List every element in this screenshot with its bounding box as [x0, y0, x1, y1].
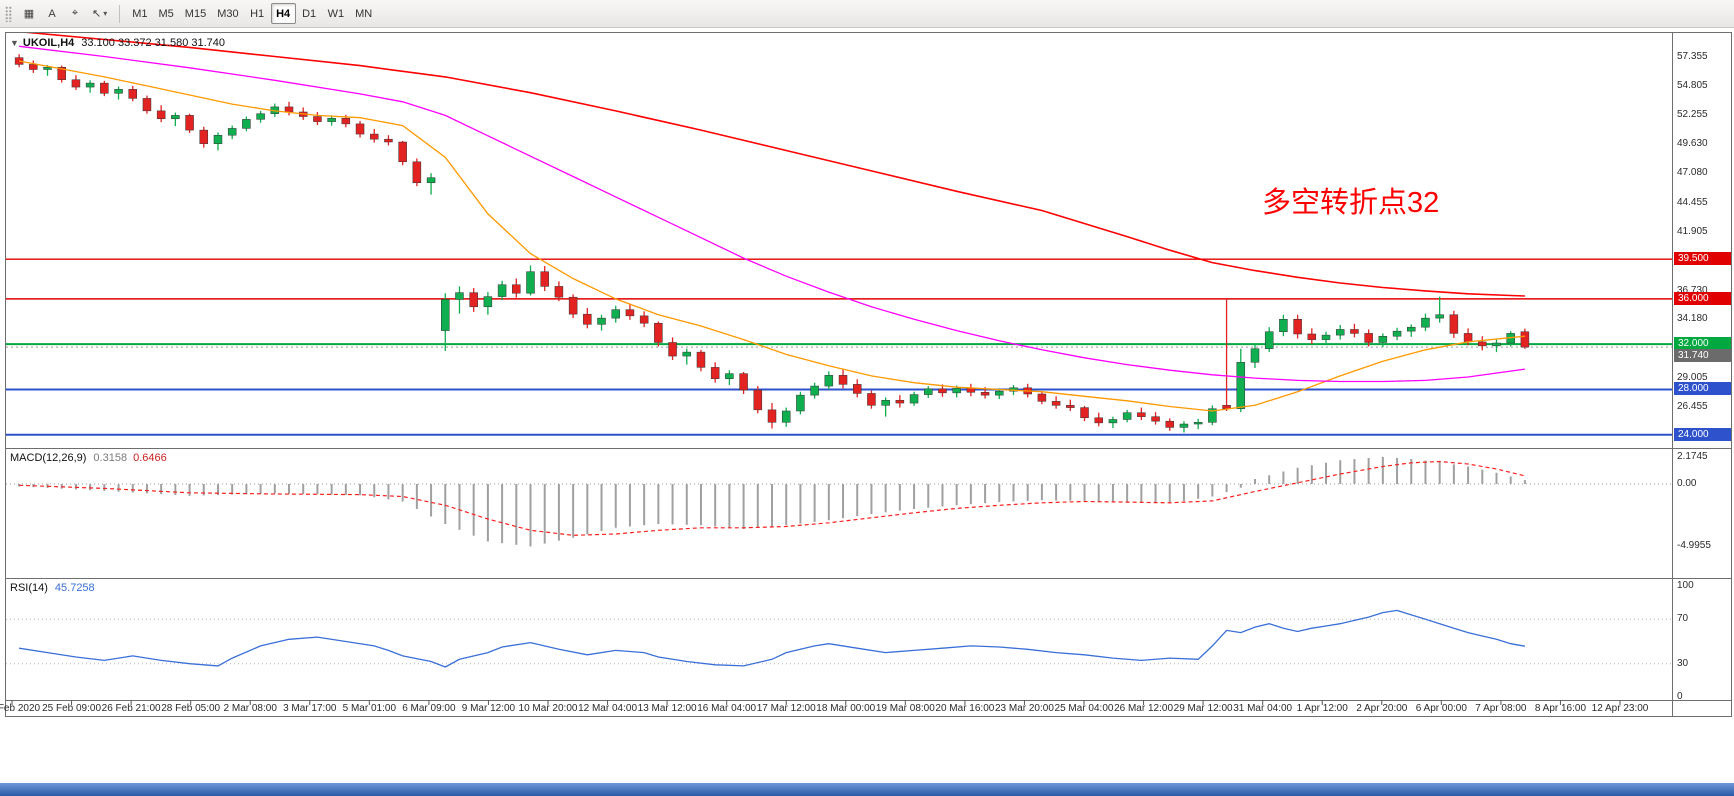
price-levels[interactable] [6, 258, 1672, 436]
ma-slow-red [25, 33, 1525, 297]
timeframe-m5-button[interactable]: M5 [154, 3, 179, 24]
toolbar-grip[interactable] [5, 5, 12, 22]
grid-icon: ▦ [23, 8, 35, 20]
toolbar-separator [119, 4, 121, 23]
timeframe-mn-button[interactable]: MN [350, 3, 377, 24]
grid-tool-button[interactable]: ▦ [18, 3, 40, 24]
chevron-down-icon: ▾ [103, 9, 108, 18]
drawing-tools: ▦ A ⌖ ↖ ▾ [18, 3, 112, 24]
toolbar: ▦ A ⌖ ↖ ▾ M1 M5 M15 M30 H1 H4 D1 W1 MN [0, 0, 1734, 28]
timeframe-w1-button[interactable]: W1 [323, 3, 350, 24]
ma-fast-orange [18, 60, 1525, 412]
timeframe-h1-button[interactable]: H1 [245, 3, 270, 24]
timeframe-d1-button[interactable]: D1 [297, 3, 322, 24]
pane-borders [5, 32, 1732, 717]
rsi-plot [6, 609, 1672, 668]
timeframe-buttons: M1 M5 M15 M30 H1 H4 D1 W1 MN [127, 3, 377, 24]
timeframe-m15-button[interactable]: M15 [180, 3, 211, 24]
arrows-tool-button[interactable]: ↖ ▾ [87, 3, 112, 24]
ma-mid-magenta [19, 45, 1525, 383]
crosshair-icon: ⌖ [71, 7, 79, 19]
moving-averages [18, 33, 1525, 412]
timeframe-m30-button[interactable]: M30 [212, 3, 243, 24]
macd-plot [6, 456, 1672, 547]
rsi-line [19, 609, 1526, 668]
bottom-bar[interactable] [0, 783, 1734, 796]
text-icon: A [48, 7, 56, 20]
timeframe-m1-button[interactable]: M1 [127, 3, 152, 24]
candles [14, 54, 1530, 433]
macd-signal-line [19, 460, 1526, 536]
text-tool-button[interactable]: A [41, 3, 63, 24]
crosshair-tool-button[interactable]: ⌖ [64, 3, 86, 24]
timeframe-h4-button[interactable]: H4 [270, 3, 296, 24]
arrows-icon: ↖ [92, 8, 102, 20]
